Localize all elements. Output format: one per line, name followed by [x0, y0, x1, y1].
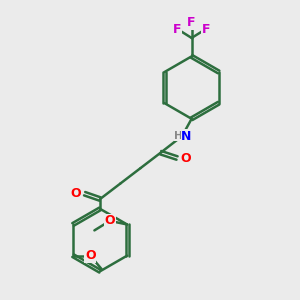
Text: O: O — [85, 249, 96, 262]
Text: O: O — [70, 187, 81, 200]
Text: F: F — [173, 22, 182, 35]
Text: F: F — [188, 16, 196, 29]
Text: O: O — [181, 152, 191, 164]
Text: F: F — [202, 22, 210, 35]
Text: N: N — [181, 130, 191, 142]
Text: H: H — [174, 131, 183, 141]
Text: O: O — [104, 214, 115, 227]
